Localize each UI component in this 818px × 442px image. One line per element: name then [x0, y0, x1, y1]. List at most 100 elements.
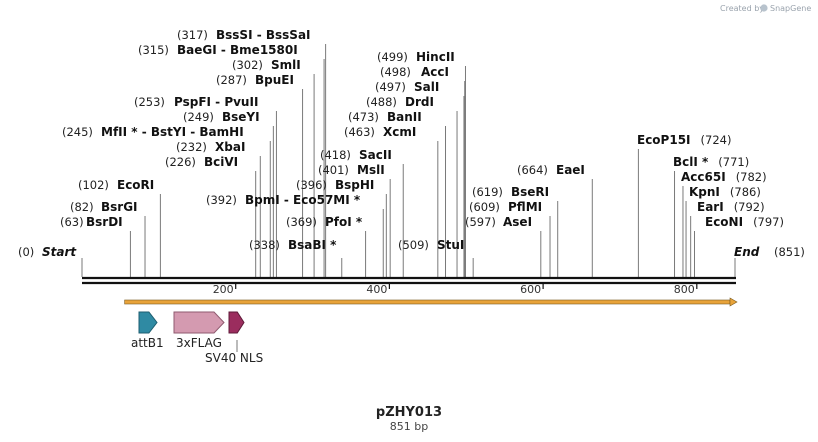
site-name: BspHI — [335, 178, 374, 192]
site-position: (418) — [320, 148, 351, 162]
site-pflmi[interactable]: (609) PflMI — [469, 200, 542, 214]
axis-tick-label: 600 — [520, 283, 541, 296]
site-name: BseYI — [222, 110, 260, 124]
axis-tick-label: 800 — [674, 283, 695, 296]
site-kpni[interactable]: (786) KpnI — [689, 185, 761, 199]
site-xbai[interactable]: (232) XbaI — [176, 140, 245, 154]
site-bsrgi[interactable]: (82) BsrGI — [70, 200, 138, 214]
site-pfoi[interactable]: (369) PfoI * — [286, 215, 363, 229]
site-position: (724) — [701, 133, 732, 147]
site-position: (782) — [736, 170, 767, 184]
feature-arrow — [173, 311, 225, 334]
site-name: AccI — [421, 65, 449, 79]
feature-label: attB1 — [131, 336, 164, 350]
feature-label: SV40 NLS — [205, 351, 263, 365]
axis-tick-label: 200 — [213, 283, 234, 296]
site-banii[interactable]: (473) BanII — [348, 110, 422, 124]
site-position: (497) — [375, 80, 406, 94]
site-sali[interactable]: (497) SalI — [375, 80, 439, 94]
site-baegi[interactable]: (315) BaeGI - Bme1580I — [138, 43, 298, 57]
sequence-backbone — [82, 276, 736, 285]
site-position: (245) — [62, 125, 93, 139]
site-name: BsrGI — [101, 200, 138, 214]
site-name: BsrDI — [86, 215, 123, 229]
site-name: MslI — [357, 163, 385, 177]
site-acc65i[interactable]: (782) Acc65I — [681, 170, 767, 184]
site-position: (253) — [134, 95, 165, 109]
site-eari[interactable]: (792) EarI — [697, 200, 765, 214]
site-bsrdi[interactable]: (63) BsrDI — [60, 215, 123, 229]
site-name: SacII — [359, 148, 392, 162]
site-lines — [129, 44, 696, 277]
feature-label: 3xFLAG — [176, 336, 222, 350]
site-name: HincII — [416, 50, 455, 64]
site-name: EaeI — [556, 163, 585, 177]
site-name: PspFI - PvuII — [174, 95, 258, 109]
site-bpuei[interactable]: (287) BpuEI — [216, 73, 294, 87]
site-position: (249) — [183, 110, 214, 124]
site-stui[interactable]: (509) StuI — [398, 238, 464, 252]
site-position: (315) — [138, 43, 169, 57]
site-pspfi[interactable]: (253) PspFI - PvuII — [134, 95, 258, 109]
site-position: (771) — [718, 155, 749, 169]
credit-prefix: Created by — [720, 4, 764, 13]
site-position: (597) — [465, 215, 496, 229]
site-name: PfoI * — [325, 215, 363, 229]
site-eaei[interactable]: (664) EaeI — [517, 163, 585, 177]
site-msli[interactable]: (401) MslI — [318, 163, 385, 177]
site-name: EcoP15I — [637, 133, 691, 147]
site-ecori[interactable]: (102) EcoRI — [78, 178, 154, 192]
site-bcli[interactable]: (771) BclI * — [673, 155, 749, 169]
site-name: EarI — [697, 200, 724, 214]
credit-brand: SnapGene — [770, 4, 811, 13]
site-bpmi[interactable]: (392) BpmI - Eco57MI * — [206, 193, 361, 207]
site-name: DrdI — [405, 95, 434, 109]
site-position: (369) — [286, 215, 317, 229]
site-name: BciVI — [204, 155, 238, 169]
feature-3xflag[interactable]: 3xFLAG — [173, 311, 225, 350]
site-sacii[interactable]: (418) SacII — [320, 148, 392, 162]
site-bsphi[interactable]: (396) BspHI — [296, 178, 374, 192]
site-mfii[interactable]: (245) MfII * - BstYI - BamHI — [62, 125, 244, 139]
site-name: BpuEI — [255, 73, 294, 87]
feature-attb1[interactable]: attB1 — [131, 311, 164, 350]
orf-bar — [124, 299, 731, 305]
site-position: (792) — [734, 200, 765, 214]
site-bseri[interactable]: (619) BseRI — [472, 185, 549, 199]
start-position: (0) — [18, 245, 34, 259]
map-title: pZHY013 — [376, 405, 442, 420]
orf-arrow[interactable] — [124, 297, 738, 307]
site-name: MfII * - BstYI - BamHI — [101, 125, 244, 139]
site-econi[interactable]: (797) EcoNI — [705, 215, 784, 229]
site-position: (232) — [176, 140, 207, 154]
site-bsssi[interactable]: (317) BssSI - BssSaI — [177, 28, 311, 42]
site-position: (317) — [177, 28, 208, 42]
site-drdi[interactable]: (488) DrdI — [366, 95, 434, 109]
start-label: Start — [42, 245, 77, 259]
site-xcmi[interactable]: (463) XcmI — [344, 125, 416, 139]
site-bsabi[interactable]: (338) BsaBI * — [249, 238, 337, 252]
site-name: KpnI — [689, 185, 720, 199]
site-position: (302) — [232, 58, 263, 72]
site-position: (63) — [60, 215, 84, 229]
site-bseyi[interactable]: (249) BseYI — [183, 110, 260, 124]
orf-arrowhead — [729, 297, 738, 307]
site-position: (499) — [377, 50, 408, 64]
feature-arrow — [138, 311, 158, 334]
site-smli[interactable]: (302) SmlI — [232, 58, 301, 72]
site-hincii[interactable]: (499) HincII — [377, 50, 455, 64]
site-acci[interactable]: (498) AccI — [380, 65, 449, 79]
site-name: SmlI — [271, 58, 301, 72]
site-name: BsaBI * — [288, 238, 337, 252]
start-marker: (0) Start — [18, 245, 83, 277]
site-position: (463) — [344, 125, 375, 139]
feature-sv40-nls[interactable]: SV40 NLS — [205, 311, 263, 365]
site-name: BpmI - Eco57MI * — [245, 193, 361, 207]
axis-tick-label: 400 — [366, 283, 387, 296]
site-name: PflMI — [508, 200, 542, 214]
site-asei[interactable]: (597) AseI — [465, 215, 532, 229]
site-name: XcmI — [383, 125, 416, 139]
site-bcivi[interactable]: (226) BciVI — [165, 155, 238, 169]
site-ecop15i[interactable]: (724) EcoP15I — [637, 133, 731, 147]
